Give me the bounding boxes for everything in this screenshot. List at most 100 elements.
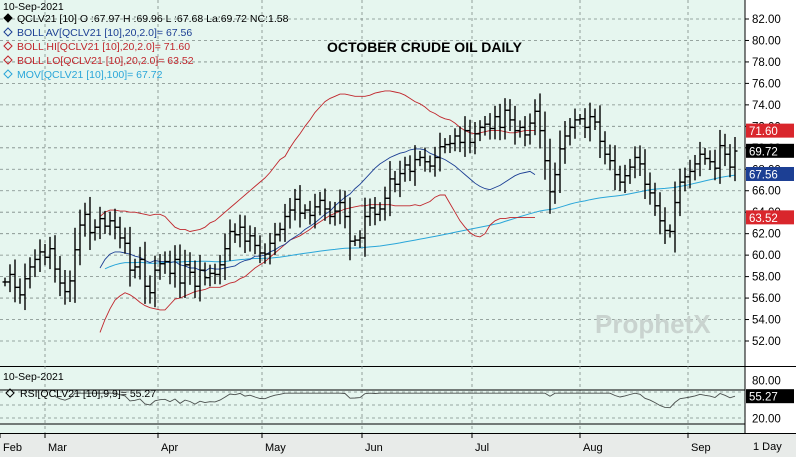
legend-diamond-icon: [3, 41, 13, 51]
mov-line: [104, 174, 736, 270]
y-tick-label: 58.00: [752, 272, 781, 284]
y-tick-label: 80.00: [752, 35, 781, 47]
rsi-last-label: 55.27: [749, 392, 778, 404]
ohlc-bar: [657, 192, 663, 235]
ohlc-bar: [617, 165, 623, 192]
ohlc-bar: [282, 203, 288, 242]
ohlc-bar: [112, 208, 118, 240]
ohlc-bar: [652, 182, 658, 216]
ohlc-bar: [27, 257, 33, 289]
ohlc-bar: [707, 150, 713, 170]
ohlc-bar: [72, 227, 78, 303]
ohlc-bar: [482, 115, 488, 136]
ohlc-bar: [132, 258, 138, 279]
series-lines: [99, 90, 736, 333]
x-month-label: Aug: [583, 442, 603, 454]
ohlc-bar: [307, 200, 313, 225]
ohlc-bar: [227, 219, 233, 261]
ohlc-bar: [712, 149, 718, 181]
ohlc-bar: [577, 113, 583, 125]
ohlc-bar: [547, 138, 553, 214]
ohlc-bar: [507, 99, 513, 132]
ohlc-bar: [187, 252, 193, 285]
y-tick-label: 78.00: [752, 57, 781, 69]
legend-entry: QCLV21 [10] O :67.97 H :69.96 L :67.68 L…: [17, 13, 289, 25]
ohlc-bar: [647, 172, 653, 205]
ohlc-bar: [487, 113, 493, 140]
ohlc-bar: [432, 146, 438, 177]
y-tick-label: 76.00: [752, 78, 781, 90]
ohlc-bar: [262, 243, 268, 264]
rsi-diamond-icon: [5, 388, 15, 398]
ohlc-bar: [597, 105, 603, 159]
ohlc-bar: [527, 113, 533, 145]
legend-entry: BOLL LO[QCLV21 [10],20,2.0]= 63.52: [17, 55, 194, 67]
ohlc-bar: [627, 158, 633, 184]
ohlc-bar: [267, 232, 273, 265]
y-tick-label: 56.00: [752, 293, 781, 305]
ohlc-bar: [407, 155, 413, 182]
ohlc-bar: [237, 214, 243, 248]
ohlc-bar: [442, 138, 448, 154]
ohlc-bar: [552, 162, 558, 204]
ohlc-bar: [477, 120, 483, 142]
ohlc-bar: [2, 277, 8, 287]
ohlc-bar: [152, 255, 158, 308]
ohlc-bar: [32, 249, 38, 278]
ohlc-bar: [622, 164, 628, 194]
ohlc-bar: [587, 102, 593, 142]
ohlc-bar: [217, 254, 223, 285]
ohlc-bar: [162, 251, 168, 274]
ohlc-bar: [662, 207, 668, 244]
ohlc-bar: [392, 170, 398, 193]
legend-entry: BOLL AV[QCLV21 [10],20,2.0]= 67.56: [17, 27, 192, 39]
ohlc-bar: [202, 262, 208, 286]
ohlc-bar: [292, 188, 298, 221]
x-month-label: Sep: [691, 442, 711, 454]
ohlc-bar: [582, 108, 588, 139]
ohlc-bar: [277, 222, 283, 242]
last-value-box: [746, 166, 794, 181]
ohlc-bar: [722, 133, 728, 167]
ohlc-bar: [177, 244, 183, 299]
x-month-label: Apr: [161, 442, 178, 454]
y-tick-label: 66.00: [752, 186, 781, 198]
ohlc-bar: [447, 135, 453, 154]
ohlc-bar: [47, 236, 53, 270]
ohlc-bar: [347, 197, 353, 261]
ohlc-bar: [147, 275, 153, 304]
ohlc-bar: [557, 130, 563, 193]
ohlc-bar: [317, 191, 323, 216]
last-value-label: 71.60: [749, 126, 778, 138]
rsi-last-box: [746, 389, 794, 404]
ohlc-bar: [687, 159, 693, 189]
y-tick-label: 74.00: [752, 100, 781, 112]
boll-lo-line: [99, 194, 535, 333]
ohlc-bar: [607, 144, 613, 171]
legend: QCLV21 [10] O :67.97 H :69.96 L :67.68 L…: [3, 13, 289, 81]
ohlc-bar: [682, 167, 688, 192]
ohlc-bar: [537, 93, 543, 149]
last-value-box: [746, 123, 794, 138]
ohlc-bar: [82, 202, 88, 237]
ohlc-bar: [567, 117, 573, 146]
ohlc-bar: [77, 209, 83, 266]
ohlc-bar: [362, 197, 368, 257]
ohlc-bar: [17, 278, 23, 304]
ohlc-bar: [157, 254, 163, 280]
x-month-label: Feb: [3, 442, 22, 454]
boll-av-line: [99, 148, 536, 272]
legend-diamond-icon: [3, 55, 13, 65]
ohlc-bar: [492, 105, 498, 140]
last-value-labels: 71.60 69.72 67.56 63.52: [746, 123, 794, 225]
ohlc-bar: [122, 227, 128, 254]
ohlc-bar: [92, 219, 98, 241]
rsi-panel: [0, 367, 745, 433]
last-value-box: [746, 143, 794, 158]
last-value-label: 67.56: [749, 169, 778, 181]
ohlc-bar: [452, 128, 458, 152]
ohlc-bar: [397, 160, 403, 198]
rsi-indicator: 80.00 20.00 55.27: [54, 376, 794, 425]
